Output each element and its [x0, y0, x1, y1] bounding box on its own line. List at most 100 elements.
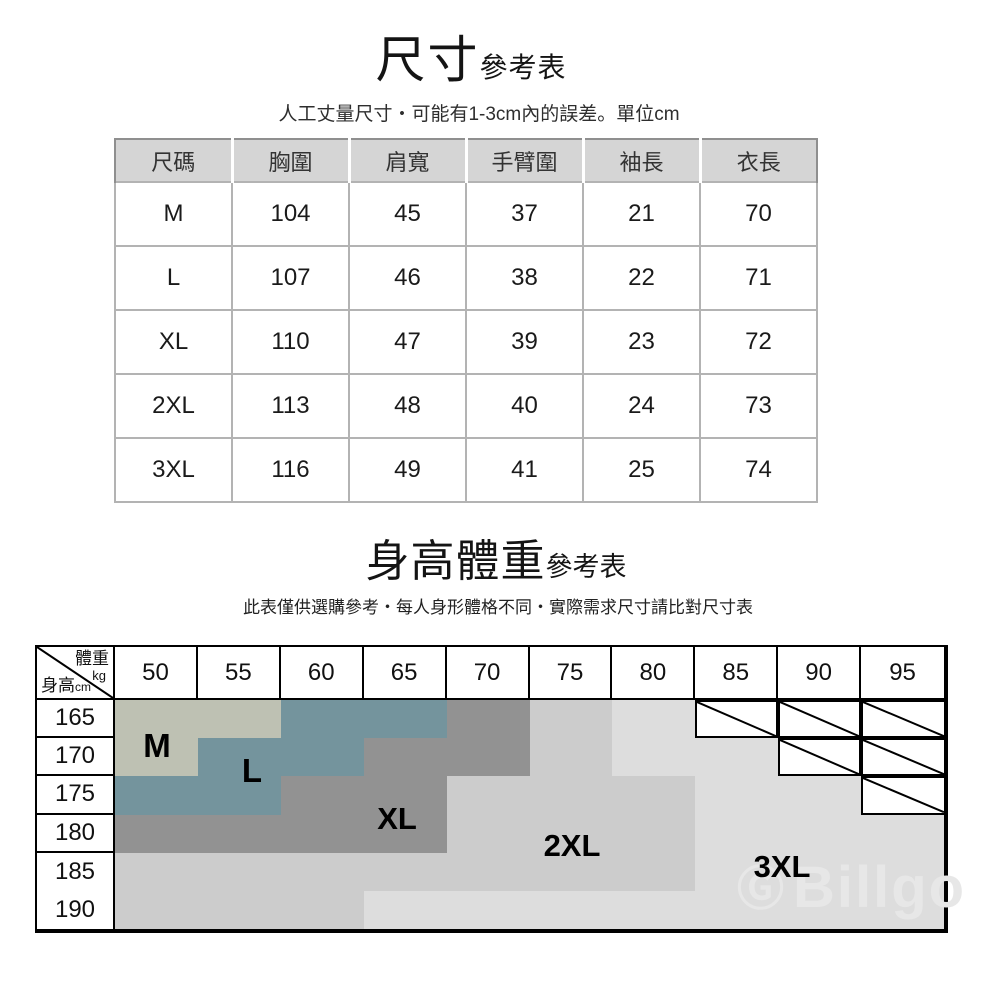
size-region-cell-3XL [695, 776, 779, 815]
size-table-row: M 104 45 37 21 70 [114, 181, 818, 247]
size-region-cell-2XL [115, 890, 198, 929]
size-region-cell-3XL [778, 776, 862, 815]
measurement-value-cell: 110 [231, 309, 350, 375]
size-name-cell: L [114, 245, 233, 311]
measurement-value-cell: 21 [582, 181, 701, 247]
height-row-cell: 175 [37, 776, 115, 815]
height-row-cell: 165 [37, 700, 115, 739]
region-label-3XL: 3XL [753, 849, 811, 884]
size-name-cell: 2XL [114, 373, 233, 439]
unavailable-diagonal-icon [697, 702, 776, 736]
size-table-row: L 107 46 38 22 71 [114, 245, 818, 311]
size-region-cell-M [115, 738, 198, 777]
height-row-cell: 180 [37, 814, 115, 853]
weight-header-cell: 50 [115, 647, 198, 700]
size-region-cell-L [197, 776, 281, 815]
height-row-cell: 185 [37, 852, 115, 891]
size-region-cell-3XL [861, 890, 944, 929]
measurement-value-cell: 49 [348, 437, 467, 503]
unavailable-diagonal-icon [863, 740, 944, 774]
size-region-cell-2XL [446, 776, 530, 815]
size-region-cell-3XL [861, 852, 944, 891]
measurement-value-cell: 73 [699, 373, 818, 439]
size-region-cell-XL [197, 814, 281, 853]
size-region-cell-XL [363, 776, 447, 815]
measurement-value-cell: 74 [699, 437, 818, 503]
fit-title-main: 身高體重 [365, 537, 546, 586]
size-region-cell-2XL [529, 852, 613, 891]
matrix-corner-cell: 體重 kg 身高cm [37, 647, 115, 700]
size-region-cell-2XL [446, 814, 530, 853]
size-table-row: 3XL 116 49 41 25 74 [114, 437, 818, 503]
watermark: Ⓖ Billgo [737, 859, 966, 917]
unavailable-cell [861, 738, 944, 777]
size-region-cell-3XL [695, 738, 779, 777]
size-region-cell-3XL [695, 890, 779, 929]
size-region-cell-2XL [197, 852, 281, 891]
measurement-value-cell: 22 [582, 245, 701, 311]
measurement-value-cell: 113 [231, 373, 350, 439]
size-region-cell-2XL [446, 852, 530, 891]
region-label-M: M [143, 727, 171, 764]
size-region-cell-2XL [529, 814, 613, 853]
measurement-value-cell: 37 [465, 181, 584, 247]
size-region-cell-L [197, 738, 281, 777]
weight-header-cell: 70 [446, 647, 530, 700]
size-table-header-row: 尺碼 胸圍 肩寬 手臂圍 袖長 衣長 [114, 138, 818, 183]
measurement-value-cell: 40 [465, 373, 584, 439]
size-region-cell-2XL [363, 852, 447, 891]
unavailable-cell [695, 700, 779, 739]
measurement-value-cell: 41 [465, 437, 584, 503]
size-region-cell-XL [280, 776, 364, 815]
corner-diagonal-divider [37, 647, 113, 698]
measurement-value-cell: 25 [582, 437, 701, 503]
size-region-cell-XL [280, 814, 364, 853]
weight-header-cell: 75 [529, 647, 613, 700]
size-region-cell-L [363, 700, 447, 739]
size-section-title: 尺寸參考表 [0, 30, 942, 90]
size-region-cell-XL [363, 738, 447, 777]
height-row-cell: 170 [37, 738, 115, 777]
size-region-cell-2XL [612, 814, 696, 853]
unavailable-diagonal-icon [863, 778, 944, 812]
size-region-cell-L [280, 700, 364, 739]
region-label-L: L [241, 752, 263, 789]
weight-header-cell: 95 [861, 647, 944, 700]
height-axis-label: 身高cm [41, 676, 91, 695]
unavailable-diagonal-icon [863, 702, 944, 736]
size-region-cell-XL [446, 738, 530, 777]
size-table-header-cell: 尺碼 [114, 138, 234, 183]
measurement-value-cell: 107 [231, 245, 350, 311]
size-region-cell-3XL [778, 852, 862, 891]
size-region-cell-3XL [695, 852, 779, 891]
size-region-cell-3XL [612, 738, 696, 777]
size-region-cell-3XL [446, 890, 530, 929]
unavailable-cell [861, 776, 944, 815]
size-title-main: 尺寸 [375, 32, 480, 88]
size-region-cell-3XL [363, 890, 447, 929]
measurement-value-cell: 71 [699, 245, 818, 311]
height-weight-matrix: 體重 kg 身高cm 50 55 60 65 70 75 80 85 90 95 165 170 175… [35, 645, 964, 933]
weight-header-cell: 90 [778, 647, 862, 700]
fit-title-suffix: 參考表 [545, 552, 627, 582]
size-table-body: M 104 45 37 21 70 L 107 46 38 22 71 XL 110 47 39 23 72 2XL… [114, 181, 818, 503]
size-table-head: 尺碼 胸圍 肩寬 手臂圍 袖長 衣長 [114, 138, 818, 183]
size-region-cell-3XL [612, 890, 696, 929]
size-region-cell-2XL [612, 852, 696, 891]
region-label-XL: XL [377, 801, 417, 836]
size-name-cell: XL [114, 309, 233, 375]
unavailable-diagonal-icon [780, 740, 859, 774]
size-region-cell-2XL [197, 890, 281, 929]
size-section-subtitle: 人工丈量尺寸・可能有1-3cm內的誤差。單位cm [278, 104, 680, 125]
measurement-value-cell: 104 [231, 181, 350, 247]
unavailable-cell [778, 700, 862, 739]
size-table-header-cell: 袖長 [581, 138, 702, 183]
size-region-cell-3XL [529, 890, 613, 929]
weight-header-cell: 65 [363, 647, 447, 700]
measurement-value-cell: 23 [582, 309, 701, 375]
size-table-header-cell: 手臂圍 [464, 138, 585, 183]
measurement-value-cell: 72 [699, 309, 818, 375]
watermark-logo-icon: Ⓖ [737, 861, 784, 915]
size-region-cell-XL [446, 700, 530, 739]
